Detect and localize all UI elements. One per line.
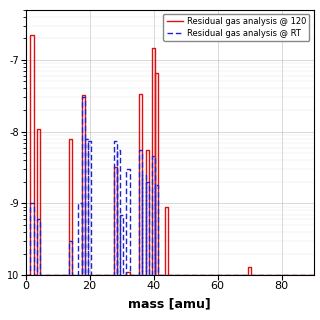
Residual gas analysis @ 120: [137, 273, 141, 277]
Residual gas analysis @ RT: [83, 273, 87, 277]
Residual gas analysis @ 120: [153, 273, 157, 277]
Residual gas analysis @ RT: [312, 273, 316, 277]
Residual gas analysis @ 120: [83, 273, 87, 277]
Residual gas analysis @ 120: [128, 270, 132, 274]
Residual gas analysis @ RT: [144, 273, 148, 277]
Residual gas analysis @ 120: [115, 165, 119, 169]
Residual gas analysis @ 120: [80, 273, 84, 277]
Legend: Residual gas analysis @ 120, Residual gas analysis @ RT: Residual gas analysis @ 120, Residual ga…: [164, 14, 309, 41]
Residual gas analysis @ 120: [140, 273, 144, 277]
Residual gas analysis @ 120: [112, 273, 116, 277]
Residual gas analysis @ 120: [28, 273, 32, 277]
Residual gas analysis @ 120: [140, 92, 144, 96]
Residual gas analysis @ 120: [24, 273, 28, 277]
Residual gas analysis @ 120: [137, 92, 141, 96]
Residual gas analysis @ 120: [32, 33, 36, 37]
Residual gas analysis @ 120: [67, 273, 71, 277]
Residual gas analysis @ 120: [153, 71, 157, 75]
Residual gas analysis @ 120: [153, 46, 157, 50]
Residual gas analysis @ RT: [153, 273, 157, 277]
Residual gas analysis @ 120: [312, 273, 316, 277]
Residual gas analysis @ 120: [246, 265, 250, 269]
Residual gas analysis @ RT: [80, 273, 84, 277]
Residual gas analysis @ 120: [156, 273, 160, 277]
Line: Residual gas analysis @ RT: Residual gas analysis @ RT: [26, 97, 314, 275]
Residual gas analysis @ RT: [112, 273, 116, 277]
Line: Residual gas analysis @ 120: Residual gas analysis @ 120: [26, 35, 314, 275]
Residual gas analysis @ 120: [67, 137, 71, 140]
Residual gas analysis @ 120: [80, 93, 84, 97]
Residual gas analysis @ 120: [83, 93, 87, 97]
Residual gas analysis @ 120: [150, 273, 154, 277]
Residual gas analysis @ 120: [166, 273, 170, 277]
Residual gas analysis @ 120: [124, 273, 128, 277]
Residual gas analysis @ 120: [249, 273, 253, 277]
Residual gas analysis @ 120: [70, 273, 74, 277]
Residual gas analysis @ 120: [32, 273, 36, 277]
Residual gas analysis @ 120: [246, 273, 250, 277]
Residual gas analysis @ 120: [163, 205, 167, 209]
Residual gas analysis @ 120: [128, 273, 132, 277]
Residual gas analysis @ 120: [166, 205, 170, 209]
Residual gas analysis @ 120: [156, 71, 160, 75]
Residual gas analysis @ 120: [144, 273, 148, 277]
Residual gas analysis @ 120: [115, 273, 119, 277]
Residual gas analysis @ RT: [24, 273, 28, 277]
Residual gas analysis @ 120: [150, 46, 154, 50]
Residual gas analysis @ 120: [112, 165, 116, 169]
Residual gas analysis @ 120: [35, 127, 39, 131]
Residual gas analysis @ 120: [147, 148, 151, 152]
Residual gas analysis @ 120: [153, 273, 157, 277]
Residual gas analysis @ 120: [147, 273, 151, 277]
Residual gas analysis @ 120: [70, 137, 74, 140]
X-axis label: mass [amu]: mass [amu]: [128, 297, 211, 310]
Residual gas analysis @ RT: [35, 273, 39, 277]
Residual gas analysis @ RT: [80, 95, 84, 99]
Residual gas analysis @ 120: [28, 33, 32, 37]
Residual gas analysis @ 120: [124, 270, 128, 274]
Residual gas analysis @ 120: [38, 273, 42, 277]
Residual gas analysis @ 120: [144, 148, 148, 152]
Residual gas analysis @ 120: [35, 273, 39, 277]
Residual gas analysis @ 120: [163, 273, 167, 277]
Residual gas analysis @ 120: [249, 265, 253, 269]
Residual gas analysis @ 120: [38, 127, 42, 131]
